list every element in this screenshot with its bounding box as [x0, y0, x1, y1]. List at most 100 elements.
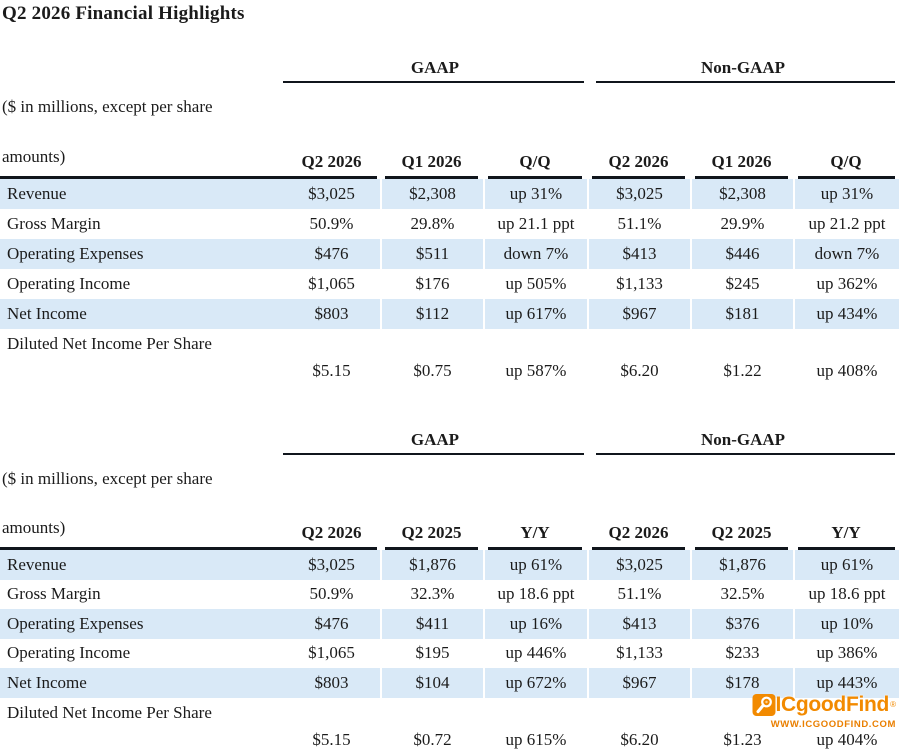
row-label: Diluted Net Income Per Share — [7, 702, 212, 722]
cell: up 61% — [793, 550, 899, 580]
cell: $3,025 — [308, 554, 355, 574]
cell: up 615% — [483, 697, 587, 756]
cell: $176 — [380, 269, 483, 299]
cell: up 434% — [793, 299, 899, 329]
col-header-nongaap-q1-2026: Q1 2026 — [690, 83, 793, 179]
units-note-line1: ($ in millions, except per share — [2, 97, 213, 116]
cell: $1.23 — [690, 697, 793, 756]
cell: $2,308 — [380, 179, 483, 209]
cell: up 16% — [483, 609, 587, 639]
cell: $413 — [587, 609, 690, 639]
cell: $476 — [314, 613, 349, 633]
cell: up 505% — [483, 269, 587, 299]
row-label: Net Income — [7, 304, 87, 323]
row-label: Diluted Net Income Per Share — [7, 334, 212, 353]
row-label: Operating Income — [7, 643, 131, 663]
cell: $803 — [314, 672, 349, 692]
cell: down 7% — [793, 239, 899, 269]
column-header-row: ($ in millions, except per share amounts… — [0, 83, 899, 179]
cell: $0.75 — [380, 329, 483, 388]
cell: up 21.2 ppt — [793, 209, 899, 239]
cell: $1,133 — [587, 269, 690, 299]
units-note-line2: amounts) — [2, 518, 66, 537]
page-title: Q2 2026 Financial Highlights — [2, 3, 245, 24]
cell: $233 — [690, 638, 793, 668]
col-header-nongaap-qoq: Q/Q — [793, 83, 899, 179]
cell: $1,065 — [308, 643, 355, 663]
cell: 32.5% — [690, 579, 793, 609]
units-note: ($ in millions, except per share amounts… — [0, 83, 283, 179]
cell: $411 — [380, 609, 483, 639]
col-header-nongaap-q2-2026: Q2 2026 — [587, 83, 690, 179]
cell: $3,025 — [587, 179, 690, 209]
cell: up 31% — [793, 179, 899, 209]
cell: $178 — [690, 668, 793, 698]
units-note-line2: amounts) — [2, 147, 66, 166]
col-header-nongaap-yoy: Y/Y — [793, 455, 899, 550]
cell: 50.9% — [309, 584, 354, 604]
gaap-group-header: GAAP — [283, 419, 587, 455]
cell: $446 — [690, 239, 793, 269]
cell: $1.22 — [690, 329, 793, 388]
cell: $5.15 — [312, 729, 351, 749]
gaap-group-header: GAAP — [283, 47, 587, 83]
table-row-revenue: Revenue $3,025 $1,876 up 61% $3,025 $1,8… — [0, 550, 899, 580]
cell: up 408% — [793, 329, 899, 388]
cell: up 404% — [793, 697, 899, 756]
cell: $1,876 — [380, 550, 483, 580]
table-row-operating-income: Operating Income $1,065 $176 up 505% $1,… — [0, 269, 899, 299]
cell: up 617% — [483, 299, 587, 329]
col-header-gaap-qoq: Q/Q — [483, 83, 587, 179]
cell: $3,025 — [587, 550, 690, 580]
cell: up 446% — [483, 638, 587, 668]
cell: $245 — [690, 269, 793, 299]
column-header-row: ($ in millions, except per share amounts… — [0, 455, 899, 550]
cell: $1,065 — [308, 274, 355, 293]
col-header-gaap-yoy: Y/Y — [483, 455, 587, 550]
qoq-table: GAAP Non-GAAP ($ in millions, except per… — [0, 47, 899, 388]
cell: $2,308 — [690, 179, 793, 209]
cell: up 443% — [793, 668, 899, 698]
cell: up 21.1 ppt — [483, 209, 587, 239]
cell: $0.72 — [380, 697, 483, 756]
cell: 50.9% — [309, 214, 354, 233]
row-label: Net Income — [7, 672, 87, 692]
col-header-gaap-q2-2025: Q2 2025 — [380, 455, 483, 550]
row-label: Operating Income — [7, 274, 131, 293]
cell: $6.20 — [587, 697, 690, 756]
table-row-revenue: Revenue $3,025 $2,308 up 31% $3,025 $2,3… — [0, 179, 899, 209]
units-note: ($ in millions, except per share amounts… — [0, 455, 283, 550]
cell: down 7% — [483, 239, 587, 269]
non-gaap-group-header: Non-GAAP — [587, 47, 899, 83]
table-row-diluted-eps: Diluted Net Income Per Share $5.15 $0.72… — [0, 697, 899, 756]
row-label: Gross Margin — [7, 584, 101, 604]
cell: up 18.6 ppt — [483, 579, 587, 609]
table-row-net-income: Net Income $803 $112 up 617% $967 $181 u… — [0, 299, 899, 329]
col-header-gaap-q2-2026: Q2 2026 — [283, 455, 380, 550]
row-label: Revenue — [7, 184, 67, 203]
table-row-operating-income: Operating Income $1,065 $195 up 446% $1,… — [0, 638, 899, 668]
cell: $476 — [314, 244, 349, 263]
cell: $104 — [380, 668, 483, 698]
group-header-row: GAAP Non-GAAP — [0, 419, 899, 455]
col-header-gaap-q2-2026: Q2 2026 — [283, 83, 380, 179]
col-header-nongaap-q2-2026: Q2 2026 — [587, 455, 690, 550]
units-note-line1: ($ in millions, except per share — [2, 469, 213, 488]
cell: up 61% — [483, 550, 587, 580]
cell: $112 — [380, 299, 483, 329]
cell: 51.1% — [587, 209, 690, 239]
row-label: Gross Margin — [7, 214, 101, 233]
row-label: Revenue — [7, 554, 67, 574]
table-row-net-income: Net Income $803 $104 up 672% $967 $178 u… — [0, 668, 899, 698]
cell: $511 — [380, 239, 483, 269]
table-row-gross-margin: Gross Margin 50.9% 29.8% up 21.1 ppt 51.… — [0, 209, 899, 239]
table-row-diluted-eps: Diluted Net Income Per Share $5.15 $0.75… — [0, 329, 899, 388]
cell: up 672% — [483, 668, 587, 698]
cell: $967 — [587, 299, 690, 329]
table-row-operating-expenses: Operating Expenses $476 $411 up 16% $413… — [0, 609, 899, 639]
table-row-gross-margin: Gross Margin 50.9% 32.3% up 18.6 ppt 51.… — [0, 579, 899, 609]
col-header-gaap-q1-2026: Q1 2026 — [380, 83, 483, 179]
cell: $1,876 — [690, 550, 793, 580]
cell: $195 — [380, 638, 483, 668]
